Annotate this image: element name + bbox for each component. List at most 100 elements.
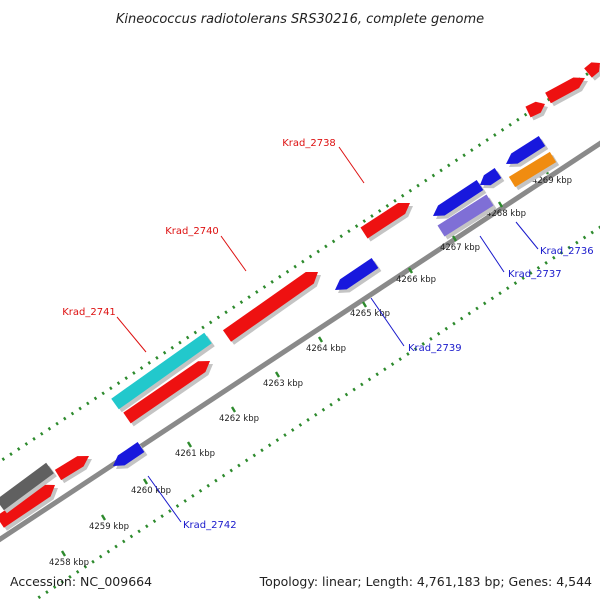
- tick-minor: [93, 396, 98, 401]
- gene-label[interactable]: Krad_2742: [183, 520, 237, 531]
- tick-minor: [298, 423, 303, 427]
- gene-label[interactable]: Krad_2741: [62, 307, 116, 318]
- tick-minor: [416, 183, 420, 188]
- tick-minor: [244, 458, 249, 463]
- tick-minor: [347, 229, 351, 234]
- tick-minor: [467, 311, 472, 316]
- tick-minor: [270, 280, 274, 284]
- label-layer: Krad_2738 Krad_2740 Krad_2741 Krad_2736 Krad…: [62, 138, 593, 531]
- tick-minor: [344, 392, 349, 397]
- gene-feature[interactable]: [0, 462, 57, 514]
- tick-minor: [178, 340, 182, 345]
- tick-minor: [175, 504, 180, 508]
- tick-minor: [98, 554, 103, 559]
- tick-minor: [316, 249, 320, 254]
- gene-feature[interactable]: [433, 179, 487, 219]
- gene-leader-line: [370, 297, 405, 347]
- tick-minor: [585, 72, 589, 77]
- gene-feature[interactable]: [525, 101, 548, 121]
- gene-feature[interactable]: [437, 194, 497, 240]
- tick-minor: [500, 128, 505, 132]
- gene-feature[interactable]: [508, 151, 560, 191]
- gene-feature[interactable]: [506, 135, 549, 167]
- kbp-scale: 4258 kbp 4259 kbp 4260 kbp 4261 kbp 4262 kbp…: [49, 168, 572, 568]
- tick-minor: [193, 330, 198, 335]
- tick-minor: [45, 590, 49, 594]
- kbp-tick-label: 4264 kbp: [306, 344, 346, 354]
- tick-minor: [575, 240, 579, 245]
- tick-minor: [546, 97, 551, 102]
- tick-minor: [490, 296, 495, 301]
- kbp-tick-major: [317, 336, 324, 343]
- gene-feature[interactable]: [360, 203, 413, 242]
- tick-minor: [231, 305, 236, 310]
- tick-minor: [505, 286, 510, 291]
- tick-minor: [582, 235, 587, 240]
- tick-minor: [482, 301, 487, 306]
- tick-minor: [408, 188, 413, 193]
- gene-feature[interactable]: [335, 258, 382, 293]
- gene-body: [508, 151, 557, 188]
- tick-minor: [470, 148, 474, 153]
- tick-minor: [559, 250, 564, 255]
- kbp-tick-major: [497, 201, 504, 208]
- gene-feature[interactable]: [222, 272, 321, 345]
- kbp-tick-label: 4267 kbp: [440, 243, 480, 253]
- gene-feature[interactable]: [584, 62, 600, 81]
- kbp-tick-label: 4259 kbp: [89, 522, 129, 532]
- tick-minor: [106, 549, 111, 554]
- kbp-tick-label: 4262 kbp: [219, 414, 259, 424]
- tick-minor: [313, 412, 318, 417]
- tick-minor: [139, 366, 144, 370]
- genome-summary-text: Topology: linear; Length: 4,761,183 bp; …: [259, 574, 592, 589]
- tick-minor: [431, 173, 436, 178]
- gene-label[interactable]: Krad_2740: [165, 226, 219, 237]
- tick-minor: [255, 290, 259, 294]
- tick-minor: [439, 168, 443, 173]
- tick-minor: [475, 306, 479, 311]
- tick-minor: [145, 524, 149, 529]
- tick-minor: [444, 326, 449, 331]
- tick-minor: [121, 539, 126, 544]
- tick-minor: [329, 402, 333, 407]
- tick-minor: [367, 377, 372, 382]
- gene-body: [0, 462, 54, 511]
- kbp-tick-major: [451, 235, 458, 242]
- kbp-tick-label: 4260 kbp: [131, 486, 171, 496]
- tick-minor: [237, 463, 241, 468]
- kbp-tick-label: 4261 kbp: [175, 449, 215, 459]
- gene-feature[interactable]: [54, 456, 92, 484]
- gene-feature[interactable]: [0, 484, 58, 531]
- gene-body: [437, 194, 494, 237]
- gene-feature[interactable]: [480, 168, 505, 189]
- tick-minor: [9, 452, 13, 456]
- tick-minor: [567, 245, 571, 250]
- gene-feature[interactable]: [123, 361, 213, 427]
- gene-label[interactable]: Krad_2737: [508, 269, 562, 280]
- kbp-tick-major: [230, 406, 237, 413]
- tick-minor: [78, 406, 82, 411]
- tick-minor: [47, 426, 52, 431]
- tick-minor: [436, 331, 441, 336]
- tick-minor: [513, 281, 518, 285]
- tick-minor: [60, 580, 65, 584]
- tick-minor: [116, 381, 121, 386]
- kbp-tick-label: 4266 kbp: [396, 275, 436, 285]
- gene-body: [111, 332, 212, 410]
- gene-body: [480, 168, 502, 186]
- tick-minor: [63, 416, 67, 421]
- tick-minor: [86, 401, 90, 406]
- tick-minor: [252, 453, 257, 458]
- gene-feature[interactable]: [111, 332, 215, 413]
- tick-minor: [183, 499, 187, 503]
- tick-minor: [301, 259, 305, 264]
- gene-feature[interactable]: [113, 442, 148, 469]
- tick-minor: [352, 387, 356, 392]
- gene-label[interactable]: Krad_2738: [282, 138, 336, 149]
- gene-label[interactable]: Krad_2739: [408, 343, 462, 354]
- gene-feature[interactable]: [545, 77, 588, 107]
- tick-minor: [52, 585, 57, 589]
- gene-label[interactable]: Krad_2736: [540, 246, 594, 257]
- tick-minor: [493, 133, 497, 137]
